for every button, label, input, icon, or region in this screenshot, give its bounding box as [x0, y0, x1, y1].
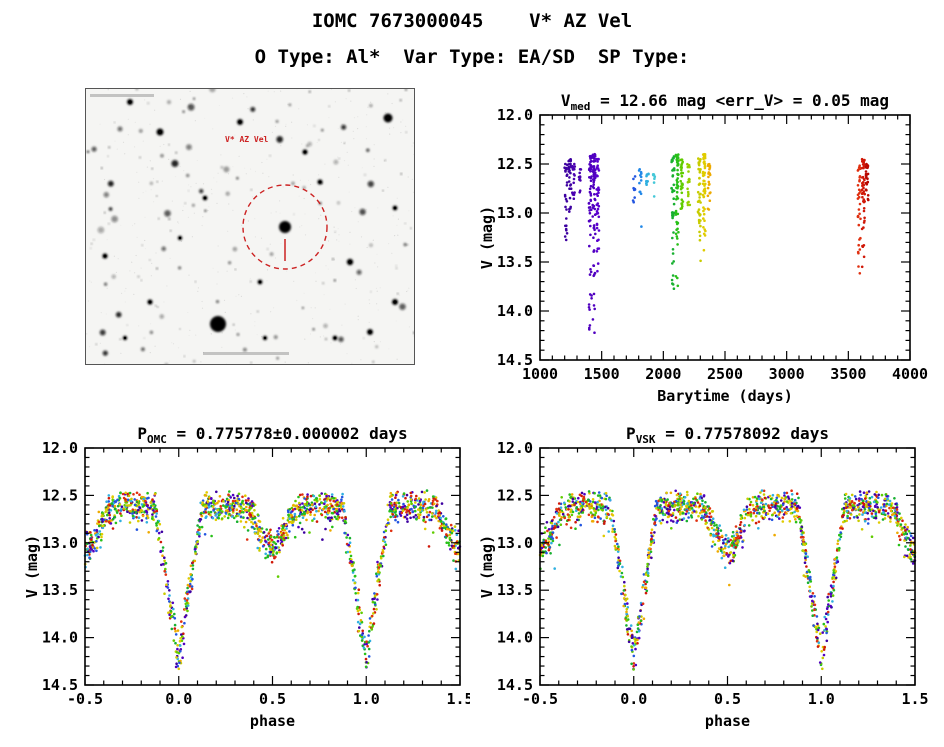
- y-tick-label: 13.0: [497, 534, 533, 552]
- axis-ticks: [539, 447, 916, 686]
- lightcurve-panel: 1000 1500 2000 2500 3000 3500 4000 12.0 12.5 13.0…: [455, 85, 944, 425]
- finding-chart-svg: V* AZ Vel: [84, 85, 416, 367]
- y-tick-label: 13.0: [497, 204, 533, 222]
- x-tick-label: 1.0: [353, 690, 380, 708]
- y-tick-label: 12.5: [497, 155, 533, 173]
- x-tick-label: 4000: [892, 365, 928, 383]
- x-tick-label: 0.0: [620, 690, 647, 708]
- y-tick-label: 12.5: [42, 486, 78, 504]
- lightcurve-title: Vmed = 12.66 mag <err_V> = 0.05 mag: [561, 91, 889, 113]
- data-points: [83, 489, 462, 671]
- x-tick-label: 0.0: [165, 690, 192, 708]
- x-tick-label: -0.5: [522, 690, 558, 708]
- phase_vsk-plot: -0.5 0.0 0.5 1.0 1.5 12.0 12.5 13.0 13.5 14.0 14.5…: [478, 424, 929, 730]
- phase_omc-title: POMC = 0.775778±0.000002 days: [137, 424, 407, 446]
- x-tick-label: 1000: [522, 365, 558, 383]
- x-tick-label: 3000: [769, 365, 805, 383]
- finding-chart-label: V* AZ Vel: [225, 135, 269, 144]
- x-tick-label: -0.5: [67, 690, 103, 708]
- x-tick-label: 0.5: [714, 690, 741, 708]
- y-tick-label: 12.0: [497, 439, 533, 457]
- y-tick-label: 14.0: [497, 302, 533, 320]
- x-tick-label: 2500: [707, 365, 743, 383]
- lightcurve-plot: 1000 1500 2000 2500 3000 3500 4000 12.0 12.5 13.0…: [478, 91, 928, 405]
- y-tick-label: 14.5: [497, 676, 533, 694]
- target-circle: [242, 184, 328, 270]
- plot-frame: [84, 447, 461, 686]
- axis-ticks: [84, 447, 461, 686]
- field-stars: [86, 85, 416, 367]
- x-tick-label: 0.5: [259, 690, 286, 708]
- y-tick-label: 12.5: [497, 486, 533, 504]
- data-points: [538, 489, 917, 671]
- y-tick-label: 13.0: [42, 534, 78, 552]
- page-subtitle: O Type: Al* Var Type: EA/SD SP Type:: [254, 46, 690, 68]
- data-points: [563, 152, 870, 334]
- y-axis-label: V (mag): [478, 206, 496, 269]
- tiny-header-annotation: [90, 94, 154, 97]
- y-tick-label: 14.5: [42, 676, 78, 694]
- y-tick-label: 12.0: [497, 106, 533, 124]
- x-tick-label: 1500: [584, 365, 620, 383]
- finding-chart-border: [85, 88, 415, 365]
- y-tick-label: 14.0: [42, 629, 78, 647]
- phase_omc-plot: -0.5 0.0 0.5 1.0 1.5 12.0 12.5 13.0 13.5 14.0 14.5…: [23, 424, 474, 730]
- plot-frame: [539, 114, 911, 361]
- x-axis-label: phase: [705, 712, 750, 730]
- sky-background: [85, 88, 415, 365]
- axis-ticks: [539, 114, 911, 361]
- plot-frame: [539, 447, 916, 686]
- y-tick-label: 13.5: [497, 581, 533, 599]
- phase-vsk-panel: -0.5 0.0 0.5 1.0 1.5 12.0 12.5 13.0 13.5 14.0 14.5…: [475, 422, 944, 747]
- y-tick-label: 12.0: [42, 439, 78, 457]
- x-tick-label: 2000: [645, 365, 681, 383]
- x-axis-label: Barytime (days): [657, 387, 792, 405]
- x-tick-label: 3500: [830, 365, 866, 383]
- finding-chart-panel: V* AZ Vel: [84, 85, 416, 367]
- y-axis-label: V (mag): [478, 535, 496, 598]
- page-title: IOMC 7673000045 V* AZ Vel: [311, 10, 633, 32]
- y-tick-label: 13.5: [497, 253, 533, 271]
- y-tick-label: 14.0: [497, 629, 533, 647]
- y-axis-label: V (mag): [23, 535, 41, 598]
- y-tick-label: 14.5: [497, 351, 533, 369]
- x-tick-label: 1.5: [901, 690, 928, 708]
- phase-omc-panel: -0.5 0.0 0.5 1.0 1.5 12.0 12.5 13.0 13.5 14.0 14.5…: [20, 422, 474, 747]
- x-axis-label: phase: [250, 712, 295, 730]
- phase_vsk-title: PVSK = 0.77578092 days: [626, 424, 829, 446]
- y-tick-label: 13.5: [42, 581, 78, 599]
- x-tick-label: 1.0: [808, 690, 835, 708]
- tiny-footer-annotation: [203, 352, 289, 355]
- x-tick-label: 1.5: [446, 690, 470, 708]
